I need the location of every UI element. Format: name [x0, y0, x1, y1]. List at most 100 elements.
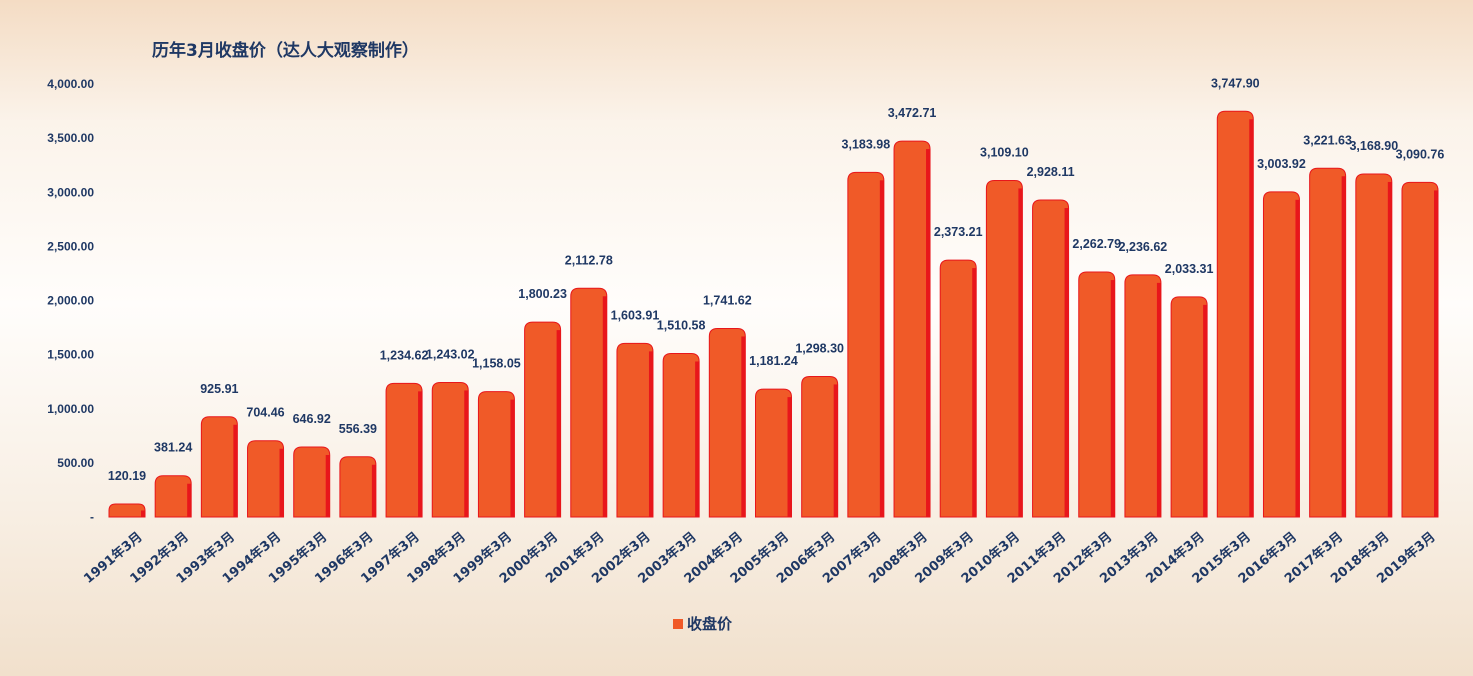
bar-side: [1156, 282, 1161, 517]
bar: [616, 342, 654, 518]
y-tick-label: 2,500.00: [47, 239, 94, 253]
bar-side: [1018, 188, 1023, 517]
bar: [985, 179, 1023, 518]
data-label: 2,236.62: [1119, 240, 1168, 254]
bar: [893, 140, 931, 518]
bar-side: [556, 330, 561, 517]
data-label: 1,243.02: [426, 347, 475, 361]
data-label: 556.39: [339, 422, 377, 436]
data-label: 2,033.31: [1165, 262, 1214, 276]
bar-side: [1341, 176, 1346, 517]
bar-side: [833, 384, 838, 517]
bar: [154, 475, 192, 518]
bar: [431, 381, 469, 518]
y-tick-label: 2,000.00: [47, 294, 94, 308]
bar-side: [233, 424, 238, 517]
data-label: 381.24: [154, 441, 192, 455]
bar-side: [879, 180, 884, 517]
bar: [1401, 181, 1439, 518]
bar-side: [464, 390, 469, 517]
data-label: 3,003.92: [1257, 157, 1306, 171]
bar: [1309, 167, 1347, 518]
bar-side: [187, 483, 192, 517]
data-label: 3,472.71: [888, 106, 937, 120]
bar-side: [695, 361, 700, 517]
data-label: 3,221.63: [1303, 133, 1352, 147]
data-label: 1,298.30: [795, 341, 844, 355]
bar-side: [787, 397, 792, 517]
data-label: 3,183.98: [842, 137, 891, 151]
chart-title: 历年3月收盘价（达人大观察制作）: [152, 41, 419, 61]
bar: [1216, 110, 1254, 518]
y-tick-label: 3,000.00: [47, 185, 94, 199]
bar: [939, 259, 977, 518]
bar: [247, 440, 285, 518]
bar: [293, 446, 331, 518]
bar: [200, 416, 238, 518]
bar: [1262, 191, 1300, 518]
bar-side: [926, 149, 931, 517]
data-label: 1,800.23: [518, 287, 567, 301]
data-label: 3,747.90: [1211, 76, 1260, 90]
y-tick-label: -: [90, 510, 94, 524]
data-label: 120.19: [108, 469, 146, 483]
data-label: 646.92: [293, 412, 331, 426]
y-tick-label: 1,000.00: [47, 402, 94, 416]
legend: 收盘价: [673, 613, 732, 634]
bar: [1170, 296, 1208, 518]
data-label: 3,168.90: [1349, 139, 1398, 153]
bar-side: [602, 296, 607, 517]
data-label: 2,928.11: [1027, 165, 1075, 179]
y-tick-label: 500.00: [57, 456, 94, 470]
y-tick-label: 4,000.00: [47, 77, 94, 91]
bar-side: [1064, 208, 1069, 517]
data-label: 3,090.76: [1396, 147, 1445, 161]
bar-side: [1434, 190, 1438, 517]
data-label: 1,234.62: [380, 348, 429, 362]
bar-side: [972, 268, 977, 517]
bar-side: [325, 454, 330, 517]
bar: [108, 503, 146, 518]
bar: [570, 287, 608, 518]
bar-side: [741, 336, 746, 517]
bar-side: [1295, 199, 1300, 517]
y-tick-label: 1,500.00: [47, 348, 94, 362]
bar-side: [648, 351, 653, 517]
bar: [1124, 274, 1162, 518]
bar-side: [141, 510, 145, 517]
data-label: 704.46: [246, 406, 284, 420]
bar-side: [418, 391, 423, 517]
bar-side: [371, 464, 376, 517]
bar-side: [279, 448, 284, 517]
bar: [524, 321, 562, 518]
data-label: 2,373.21: [934, 225, 983, 239]
data-label: 1,603.91: [611, 308, 660, 322]
data-label: 925.91: [200, 382, 238, 396]
data-label: 2,112.78: [565, 253, 613, 267]
bar: [1032, 199, 1070, 518]
bar: [708, 327, 746, 518]
bar: [385, 382, 423, 518]
data-label: 2,262.79: [1072, 237, 1121, 251]
bar: [801, 375, 839, 518]
bar: [477, 391, 515, 518]
bar-side: [1203, 304, 1208, 517]
bar: [755, 388, 792, 518]
bar: [1355, 173, 1393, 518]
data-label: 1,158.05: [472, 357, 521, 371]
data-label: 1,181.24: [749, 354, 798, 368]
bar: [339, 456, 377, 518]
bar-side: [1110, 280, 1115, 517]
legend-label: 收盘价: [687, 615, 733, 633]
bar: [847, 171, 885, 518]
y-tick-label: 3,500.00: [47, 131, 94, 145]
bar-side: [510, 399, 515, 517]
bar-side: [1387, 181, 1392, 518]
bar: [662, 352, 700, 518]
legend-swatch: [673, 618, 683, 629]
data-label: 1,741.62: [703, 293, 752, 307]
bar: [1078, 271, 1116, 518]
bar-side: [1249, 119, 1254, 517]
data-label: 1,510.58: [657, 318, 706, 332]
